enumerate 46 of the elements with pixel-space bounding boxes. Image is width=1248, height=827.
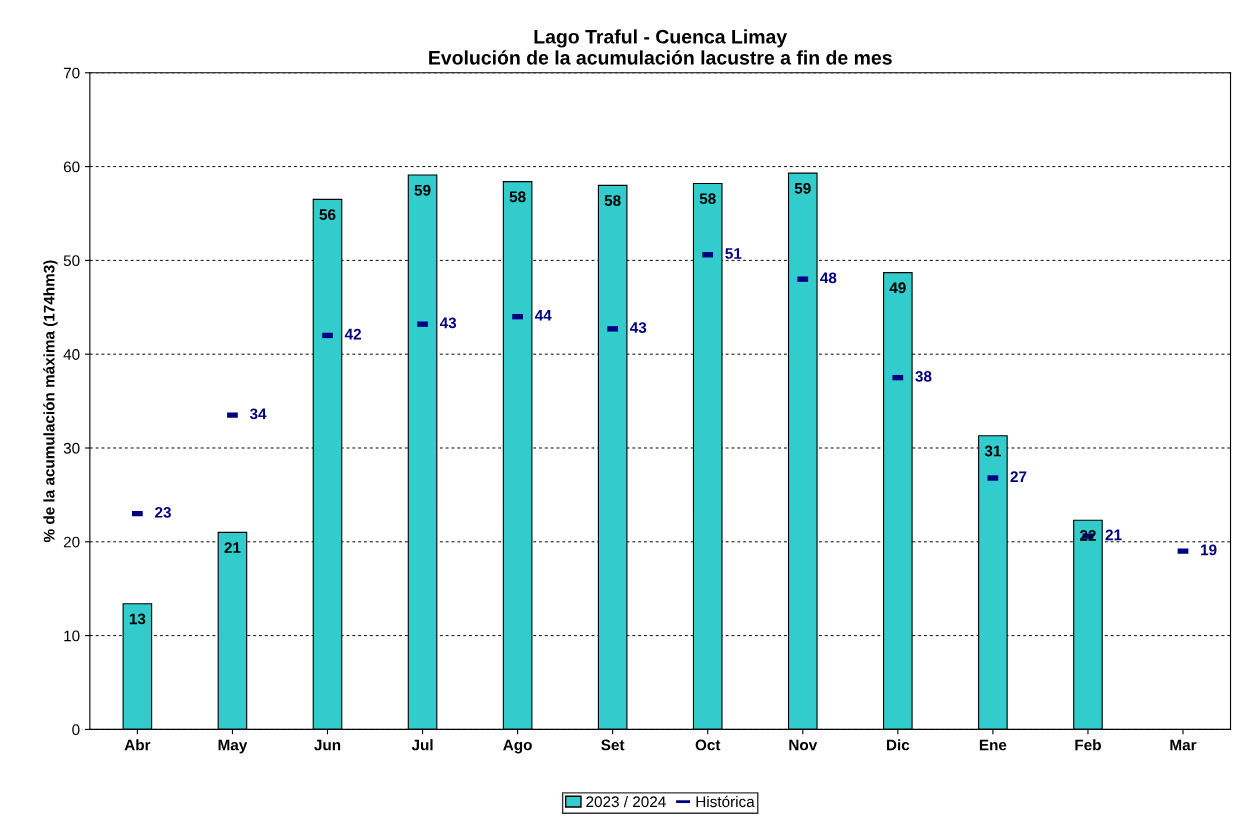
x-tick-label: Nov bbox=[789, 739, 818, 751]
y-axis-title: % de la acumulación máxima (174hm3) bbox=[43, 260, 58, 543]
x-tick-label: Abr bbox=[124, 739, 151, 751]
y-tick-label: 30 bbox=[63, 442, 80, 454]
x-tick-label: Oct bbox=[695, 739, 721, 751]
y-tick-label: 50 bbox=[63, 255, 80, 267]
x-tick-label: Dic bbox=[886, 739, 910, 751]
data-label: 49 bbox=[889, 282, 906, 294]
data-label: 48 bbox=[820, 272, 837, 284]
y-tick-label: 60 bbox=[63, 161, 80, 173]
x-tick-label: Jun bbox=[314, 739, 341, 751]
data-label: 13 bbox=[129, 613, 146, 625]
y-tick-label: 20 bbox=[63, 536, 80, 548]
data-label: 19 bbox=[1201, 544, 1217, 556]
y-tick-label: 0 bbox=[72, 724, 80, 736]
y-tick-label: 70 bbox=[63, 67, 80, 79]
x-tick-label: Mar bbox=[1170, 739, 1197, 751]
data-label: 59 bbox=[794, 182, 811, 194]
x-tick-label: Jul bbox=[411, 739, 433, 751]
data-label: 43 bbox=[439, 317, 457, 329]
data-label: 59 bbox=[414, 184, 431, 196]
data-label: 43 bbox=[630, 322, 647, 333]
x-tick-label: Set bbox=[601, 739, 625, 751]
data-label: 58 bbox=[699, 193, 716, 205]
data-label: 31 bbox=[984, 445, 1001, 457]
x-tick-label: May bbox=[218, 739, 248, 754]
chart-title: Lago Traful - Cuenca Limay Evolución de la acumulación lacustre a fin de mes bbox=[429, 29, 892, 65]
data-label: 21 bbox=[224, 542, 241, 553]
data-label: 27 bbox=[1010, 471, 1027, 482]
data-label: 23 bbox=[155, 506, 171, 518]
data-label: 58 bbox=[509, 191, 526, 203]
x-tick-label: Ago bbox=[503, 739, 532, 754]
x-tick-label: Feb bbox=[1075, 739, 1101, 751]
data-label: 34 bbox=[249, 408, 267, 420]
data-label: 56 bbox=[319, 209, 336, 221]
data-label: 21 bbox=[1105, 529, 1122, 541]
data-label: 51 bbox=[725, 248, 742, 259]
data-label: 44 bbox=[534, 310, 552, 321]
data-label: 58 bbox=[604, 195, 621, 206]
legend-label: 2023 / 2024 bbox=[586, 795, 666, 808]
y-tick-label: 10 bbox=[64, 630, 80, 642]
y-tick-label: 40 bbox=[63, 349, 80, 360]
legend-label: Histórica bbox=[696, 795, 755, 808]
data-label: 38 bbox=[915, 370, 932, 382]
x-tick-label: Ene bbox=[979, 739, 1007, 751]
data-label: 42 bbox=[344, 328, 361, 340]
